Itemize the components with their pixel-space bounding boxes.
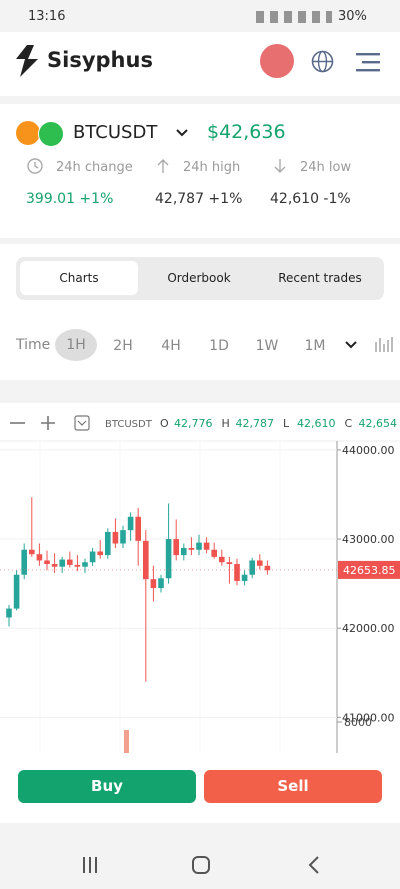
candle-body	[165, 539, 172, 579]
candle-body	[158, 578, 164, 589]
candle-body	[226, 562, 233, 565]
candle-body	[59, 559, 65, 567]
ohlc-key: O	[160, 417, 169, 430]
ohlc-value: 42,776	[174, 417, 213, 430]
candle-body	[173, 539, 179, 556]
language-button[interactable]	[311, 50, 334, 73]
interval-option[interactable]: 1W	[255, 338, 279, 354]
candle-body	[21, 549, 27, 575]
stat-icons	[27, 158, 286, 174]
last-price-box	[338, 560, 400, 579]
candle-body	[67, 559, 73, 565]
candle-body	[181, 547, 187, 556]
candle-body	[150, 579, 157, 589]
menu-button[interactable]	[356, 52, 382, 72]
candle-body	[188, 547, 195, 550]
interval-option[interactable]: 1D	[209, 338, 229, 354]
header: Sisyphus	[0, 32, 400, 96]
candle-body	[74, 564, 81, 567]
interval-option[interactable]: 1M	[304, 338, 326, 354]
candle-body	[211, 549, 217, 557]
candle-body	[29, 549, 35, 555]
stat-label: 24h low	[300, 160, 352, 175]
candle-body	[51, 564, 58, 567]
ohlc-key: L	[283, 417, 290, 430]
ticker-card: BTCUSDT $42,636 24h change 24h high 24h …	[0, 104, 400, 238]
candle-body	[105, 531, 111, 556]
candle-body	[82, 562, 88, 567]
y-tick-label: 41000.00	[342, 711, 395, 724]
candle-body	[196, 542, 202, 550]
usdt-icon	[38, 121, 64, 147]
candle-body	[143, 540, 149, 580]
stat-value: 42,610 -1%	[270, 191, 351, 207]
candle-body	[234, 564, 240, 581]
symbol[interactable]: BTCUSDT	[73, 122, 158, 143]
tab[interactable]: Recent trades	[278, 271, 362, 285]
status-battery: 30%	[338, 9, 367, 24]
tab[interactable]: Orderbook	[167, 271, 231, 285]
volume-tick-label: 8000	[344, 716, 372, 729]
nav-bar	[83, 856, 319, 874]
candle-body	[44, 560, 50, 565]
status-time: 13:16	[28, 9, 66, 24]
symbol-dropdown[interactable]	[176, 128, 188, 138]
price: $42,636	[207, 121, 286, 143]
y-tick-label: 42000.00	[342, 622, 395, 635]
ohlc-value: 42,787	[236, 417, 275, 430]
stat-value: 42,787 +1%	[155, 191, 243, 207]
interval-option[interactable]: 2H	[113, 338, 133, 354]
candle-body	[241, 574, 248, 581]
brand: Sisyphus	[47, 48, 153, 72]
chart-symbol: BTCUSDT	[105, 419, 153, 430]
candle-body	[257, 560, 263, 566]
candle-body	[264, 565, 271, 571]
candle-body	[127, 516, 134, 531]
candle-body	[89, 551, 96, 563]
candle-body	[36, 554, 43, 561]
candle-body	[120, 530, 126, 544]
interval-label: Time	[16, 337, 51, 353]
candle-body	[97, 551, 103, 556]
candle-body	[13, 574, 20, 609]
sell-button[interactable]: Sell	[204, 770, 382, 803]
ohlc-value: 42,654	[359, 417, 398, 430]
interval-more[interactable]	[345, 341, 357, 350]
chart: BTCUSDT O 42,776 H 42,787 L 42,610 C 42,654 4400…	[0, 415, 400, 753]
candle-body	[135, 516, 141, 541]
stat-label: 24h change	[56, 160, 133, 175]
candle-body	[6, 608, 12, 618]
candle-body	[249, 560, 255, 575]
chart-type-button[interactable]	[374, 334, 396, 354]
tab[interactable]: Charts	[20, 261, 138, 295]
status-icons	[256, 11, 332, 23]
avatar[interactable]	[260, 44, 294, 78]
interval-option[interactable]: 4H	[161, 338, 181, 354]
ohlc-key: H	[222, 417, 230, 430]
candle-body	[219, 556, 225, 563]
buy-button[interactable]: Buy	[18, 770, 196, 803]
stat-value: 399.01 +1%	[26, 191, 114, 207]
btc-icon	[16, 121, 40, 145]
y-tick-label: 43000.00	[342, 533, 395, 546]
tab-bar: Charts Orderbook Recent trades	[16, 257, 384, 300]
ohlc-value: 42,610	[297, 417, 336, 430]
interval-option[interactable]: 1H	[55, 329, 97, 361]
ohlc-key: C	[345, 417, 353, 430]
y-tick-label: 44000.00	[342, 444, 395, 457]
volume-bar	[124, 730, 129, 753]
candle-body	[203, 542, 210, 550]
stat-label: 24h high	[183, 160, 241, 175]
candle-body	[112, 531, 119, 544]
logo	[16, 45, 38, 77]
last-price-label: 42653.85	[343, 564, 396, 577]
